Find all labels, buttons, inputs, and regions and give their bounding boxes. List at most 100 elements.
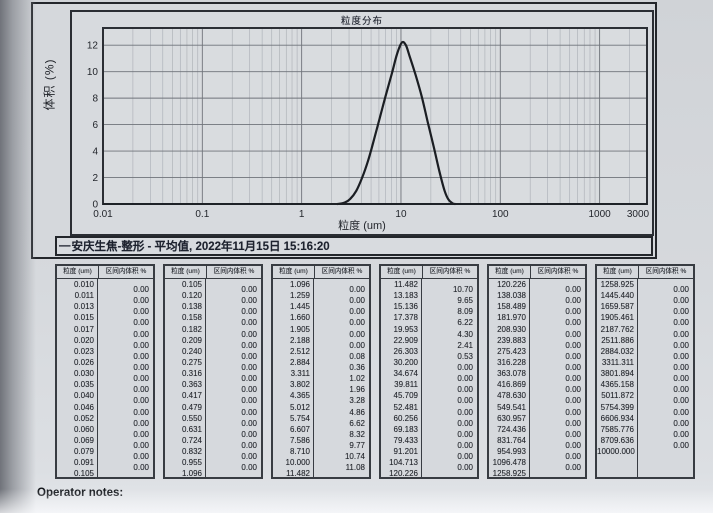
volume-cell: 0.00 — [673, 296, 689, 306]
size-column-header: 粒度 (um) — [273, 266, 315, 278]
volume-cell: 0.00 — [673, 407, 689, 417]
volume-cell: 0.00 — [565, 418, 581, 428]
size-column-header: 粒度 (um) — [57, 266, 99, 278]
volume-cell: 0.00 — [241, 429, 257, 439]
volume-cell: 0.00 — [565, 440, 581, 450]
size-cell: 208.930 — [497, 324, 526, 334]
volume-cell: 0.00 — [673, 340, 689, 350]
volume-cell: 0.00 — [673, 374, 689, 384]
size-cell: 8.710 — [289, 447, 310, 457]
svg-text:1000: 1000 — [588, 209, 611, 220]
size-cell: 1096.478 — [492, 458, 526, 468]
size-cell: 22.909 — [393, 335, 418, 345]
size-cell: 158.489 — [497, 302, 526, 312]
size-cell: 954.993 — [497, 447, 526, 457]
size-cell: 34.674 — [393, 369, 418, 379]
legend-text: 安庆生焦-整形 - 平均值, 2022年11月15日 15:16:20 — [71, 241, 330, 253]
svg-text:3000: 3000 — [627, 209, 650, 220]
size-cell: 0.209 — [181, 335, 202, 345]
volume-cell: 0.00 — [565, 429, 581, 439]
volume-cell: 0.00 — [133, 440, 149, 450]
size-cell: 0.275 — [181, 357, 202, 367]
operator-notes-label: Operator notes: — [37, 487, 124, 499]
size-cell: 1.096 — [289, 280, 310, 289]
size-cell: 275.423 — [497, 346, 526, 356]
size-cell: 0.417 — [181, 391, 202, 401]
volume-cell: 0.00 — [241, 296, 257, 306]
volume-cell: 0.00 — [457, 452, 473, 462]
volume-cell: 0.00 — [565, 396, 581, 406]
volume-cell: 9.65 — [457, 296, 473, 306]
volume-cell: 0.00 — [133, 285, 149, 294]
size-cell: 2511.886 — [601, 335, 634, 345]
volume-cell: 0.00 — [673, 329, 689, 339]
volume-cell: 0.00 — [133, 362, 149, 372]
chart-title: 粒度分布 — [340, 16, 383, 27]
size-cell: 60.256 — [393, 413, 418, 423]
size-cell: 0.182 — [181, 324, 202, 334]
volume-cell: 0.00 — [241, 463, 257, 473]
size-cell: 239.883 — [497, 335, 526, 345]
volume-cell: 0.00 — [133, 463, 149, 473]
size-cell: 416.869 — [497, 380, 526, 390]
svg-text:10: 10 — [395, 209, 407, 220]
volume-cell: 0.00 — [241, 452, 257, 462]
size-table: 粒度 (um) 区间内体积 % 1.096 1.259 1.445 1.660 1.905 2… — [271, 264, 371, 479]
size-cell: 17.378 — [393, 313, 418, 323]
size-cell: 79.433 — [393, 435, 418, 445]
volume-cell: 0.00 — [565, 374, 581, 384]
volume-cell: 0.00 — [241, 396, 257, 406]
volume-cell: 0.00 — [349, 340, 365, 350]
size-cell: 0.316 — [181, 369, 202, 379]
volume-cell: 0.00 — [565, 329, 581, 339]
volume-cell: 0.00 — [565, 463, 581, 473]
volume-cell: 0.00 — [133, 318, 149, 328]
size-cell: 91.201 — [393, 447, 418, 457]
volume-cell: 0.00 — [673, 385, 689, 395]
svg-text:6: 6 — [92, 120, 98, 131]
volume-cell: 0.00 — [133, 351, 149, 361]
svg-text:0: 0 — [92, 200, 98, 211]
size-cell: 1.259 — [289, 291, 310, 301]
svg-text:2: 2 — [92, 173, 98, 184]
size-cell: 1.905 — [289, 324, 310, 334]
svg-text:0.01: 0.01 — [93, 209, 113, 220]
volume-cell: 1.96 — [349, 385, 365, 395]
volume-cell: 10.74 — [344, 452, 365, 462]
size-cell: 120.226 — [389, 469, 418, 479]
size-cell: 10.000 — [285, 458, 310, 468]
volume-cell: 11.08 — [345, 463, 365, 473]
size-cell: 11.482 — [286, 469, 310, 479]
size-cell: 104.713 — [389, 458, 418, 468]
size-cell: 45.709 — [393, 391, 418, 401]
volume-cell: 0.00 — [673, 362, 689, 372]
size-cell: 0.060 — [73, 424, 94, 434]
size-table: 粒度 (um) 区间内体积 % 0.010 0.011 0.013 0.015 0.017 0… — [55, 264, 155, 479]
svg-text:12: 12 — [87, 41, 99, 52]
size-cell: 69.183 — [393, 424, 418, 434]
size-cell: 0.479 — [181, 402, 202, 412]
size-cell: 0.069 — [73, 435, 94, 445]
size-cell: 1905.461 — [600, 313, 634, 323]
size-column-header: 粒度 (um) — [165, 266, 207, 278]
volume-cell: 0.00 — [133, 374, 149, 384]
volume-cell: 1.02 — [349, 374, 365, 384]
size-cell: 138.038 — [497, 291, 526, 301]
size-cell: 549.541 — [497, 402, 526, 412]
volume-cell: 0.00 — [133, 396, 149, 406]
volume-cell: 0.00 — [457, 407, 473, 417]
size-cell: 0.017 — [73, 324, 94, 334]
size-cell: 19.953 — [393, 324, 418, 334]
volume-cell: 0.00 — [349, 296, 365, 306]
size-table: 粒度 (um) 区间内体积 % 1258.925 1445.440 1659.587 19… — [595, 264, 695, 479]
size-cell: 0.158 — [181, 313, 202, 323]
size-cell: 3311.311 — [601, 357, 634, 367]
volume-cell: 0.00 — [241, 407, 257, 417]
size-cell: 0.030 — [73, 369, 94, 379]
volume-cell: 0.00 — [673, 285, 689, 294]
svg-text:0.1: 0.1 — [195, 209, 209, 220]
volume-cell: 0.00 — [565, 307, 581, 317]
size-cell: 13.183 — [393, 291, 418, 301]
size-cell: 2884.032 — [600, 346, 634, 356]
size-cell: 3.802 — [289, 380, 310, 390]
